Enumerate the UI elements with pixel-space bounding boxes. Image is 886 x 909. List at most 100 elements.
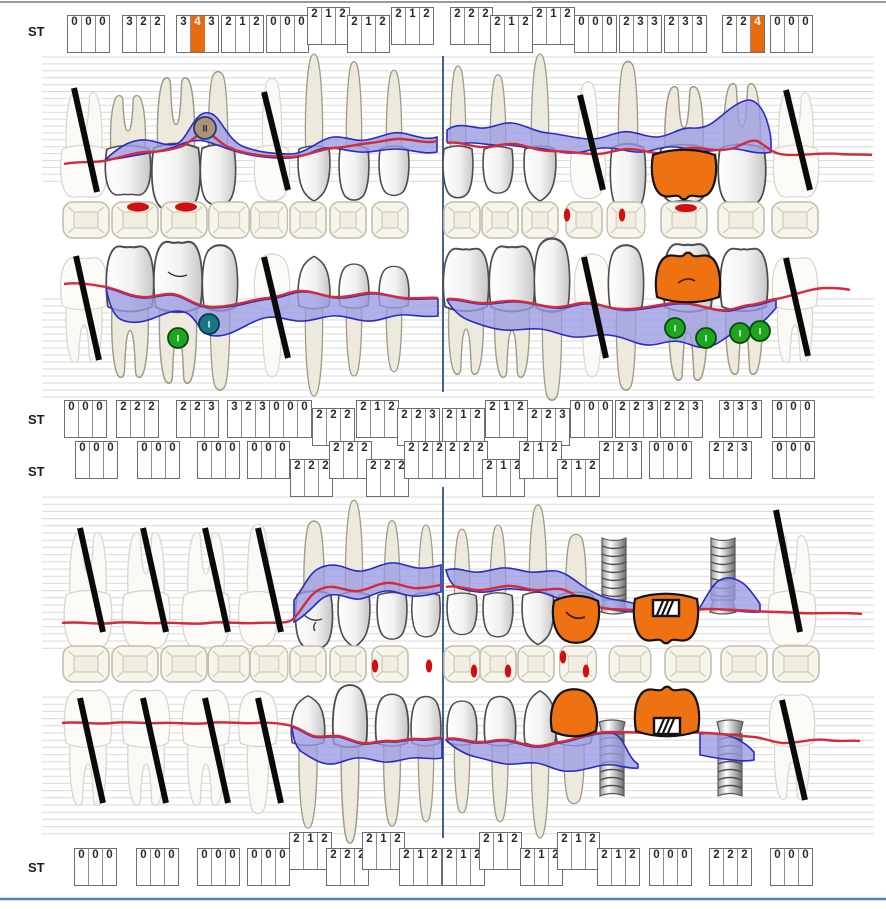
- st-cell[interactable]: 2: [519, 16, 532, 52]
- st-cell[interactable]: 2: [598, 849, 612, 885]
- st-cell[interactable]: 0: [787, 401, 801, 437]
- st-cell[interactable]: 1: [547, 8, 561, 44]
- occlusal-symbol[interactable]: [329, 645, 367, 683]
- st-cell[interactable]: 0: [96, 16, 109, 52]
- occlusal-symbol[interactable]: [111, 645, 159, 683]
- st-cell[interactable]: 2: [327, 849, 341, 885]
- st-cell[interactable]: 2: [528, 409, 542, 445]
- st-cell[interactable]: 2: [428, 849, 441, 885]
- st-cell[interactable]: 2: [600, 442, 614, 478]
- occlusal-symbol[interactable]: [371, 201, 409, 239]
- st-cell[interactable]: 3: [679, 16, 693, 52]
- st-cell[interactable]: 2: [376, 16, 389, 52]
- st-cell[interactable]: 3: [648, 16, 661, 52]
- st-cell[interactable]: 3: [634, 16, 648, 52]
- occlusal-symbol[interactable]: [289, 645, 327, 683]
- st-cell[interactable]: 1: [304, 833, 318, 869]
- st-cell[interactable]: 0: [276, 849, 289, 885]
- st-cell[interactable]: 0: [650, 849, 664, 885]
- st-cell[interactable]: 0: [678, 442, 691, 478]
- occlusal-symbol[interactable]: [249, 645, 289, 683]
- st-cell[interactable]: 0: [226, 849, 239, 885]
- st-cell[interactable]: 0: [152, 442, 166, 478]
- st-cell[interactable]: 0: [79, 401, 93, 437]
- st-cell[interactable]: 2: [665, 16, 679, 52]
- st-cell[interactable]: 1: [500, 401, 514, 437]
- st-cell[interactable]: 0: [103, 849, 116, 885]
- occlusal-symbol[interactable]: [289, 201, 327, 239]
- missing-tooth[interactable]: [181, 531, 231, 649]
- st-cell[interactable]: 0: [787, 442, 801, 478]
- st-cell[interactable]: 1: [414, 849, 428, 885]
- st-cell[interactable]: 0: [248, 849, 262, 885]
- occlusal-symbol[interactable]: [717, 201, 765, 239]
- st-cell[interactable]: 2: [336, 8, 349, 44]
- st-cell[interactable]: 0: [166, 442, 179, 478]
- st-cell[interactable]: 0: [151, 849, 165, 885]
- st-cell[interactable]: 1: [406, 8, 420, 44]
- st-cell[interactable]: 0: [89, 849, 103, 885]
- st-cell[interactable]: 2: [616, 401, 630, 437]
- st-cell[interactable]: 0: [68, 16, 82, 52]
- st-cell[interactable]: 0: [295, 16, 308, 52]
- st-cell[interactable]: 2: [433, 442, 446, 478]
- st-cell[interactable]: 0: [93, 401, 106, 437]
- st-cell[interactable]: 0: [281, 16, 295, 52]
- st-cell[interactable]: 1: [236, 16, 250, 52]
- st-cell[interactable]: 2: [419, 442, 433, 478]
- st-cell[interactable]: 2: [724, 849, 738, 885]
- st-cell[interactable]: 0: [575, 16, 589, 52]
- occlusal-symbol[interactable]: [720, 645, 768, 683]
- st-cell[interactable]: 3: [556, 409, 569, 445]
- st-cell[interactable]: 0: [785, 16, 799, 52]
- st-cell[interactable]: 3: [177, 16, 191, 52]
- furcation-marker[interactable]: [167, 327, 189, 349]
- st-cell[interactable]: 0: [801, 442, 814, 478]
- st-cell[interactable]: 2: [137, 16, 151, 52]
- crown[interactable]: [551, 594, 601, 644]
- st-cell[interactable]: 2: [710, 442, 724, 478]
- occlusal-symbol[interactable]: [62, 645, 110, 683]
- occlusal-symbol[interactable]: [606, 201, 646, 239]
- st-cell[interactable]: 2: [586, 460, 599, 496]
- occlusal-symbol[interactable]: [565, 201, 603, 239]
- st-cell[interactable]: 0: [198, 849, 212, 885]
- occlusal-symbol[interactable]: [479, 645, 517, 683]
- st-cell[interactable]: 0: [650, 442, 664, 478]
- st-cell[interactable]: 2: [392, 8, 406, 44]
- st-cell[interactable]: 2: [710, 849, 724, 885]
- st-cell[interactable]: 2: [291, 460, 305, 496]
- st-cell[interactable]: 0: [198, 442, 212, 478]
- furcation-marker[interactable]: [664, 317, 686, 339]
- occlusal-symbol[interactable]: [249, 201, 289, 239]
- st-cell[interactable]: 1: [572, 460, 586, 496]
- st-cell[interactable]: 3: [628, 442, 641, 478]
- st-cell[interactable]: 3: [720, 401, 734, 437]
- st-cell[interactable]: 0: [82, 16, 96, 52]
- st-cell[interactable]: 1: [612, 849, 626, 885]
- st-cell[interactable]: 0: [599, 401, 612, 437]
- st-cell[interactable]: 3: [123, 16, 137, 52]
- st-cell[interactable]: 2: [675, 401, 689, 437]
- st-cell[interactable]: 2: [614, 442, 628, 478]
- st-cell[interactable]: 2: [586, 833, 599, 869]
- st-cell[interactable]: 3: [256, 401, 269, 437]
- st-cell[interactable]: 0: [284, 401, 298, 437]
- st-cell[interactable]: 2: [290, 833, 304, 869]
- missing-tooth[interactable]: [772, 91, 820, 198]
- st-cell[interactable]: 0: [771, 16, 785, 52]
- occlusal-symbol[interactable]: [664, 645, 712, 683]
- st-cell[interactable]: 0: [801, 401, 814, 437]
- st-cell[interactable]: 2: [533, 8, 547, 44]
- st-cell[interactable]: 0: [771, 849, 785, 885]
- st-cell[interactable]: 2: [363, 833, 377, 869]
- st-cell[interactable]: 0: [137, 849, 151, 885]
- st-cell[interactable]: 2: [348, 16, 362, 52]
- st-cell[interactable]: 0: [262, 442, 276, 478]
- st-cell[interactable]: 4: [751, 16, 764, 52]
- st-cell[interactable]: 2: [558, 833, 572, 869]
- st-cell[interactable]: 2: [737, 16, 751, 52]
- st-cell[interactable]: 0: [226, 442, 239, 478]
- st-cell[interactable]: 2: [319, 460, 332, 496]
- st-cell[interactable]: 0: [212, 442, 226, 478]
